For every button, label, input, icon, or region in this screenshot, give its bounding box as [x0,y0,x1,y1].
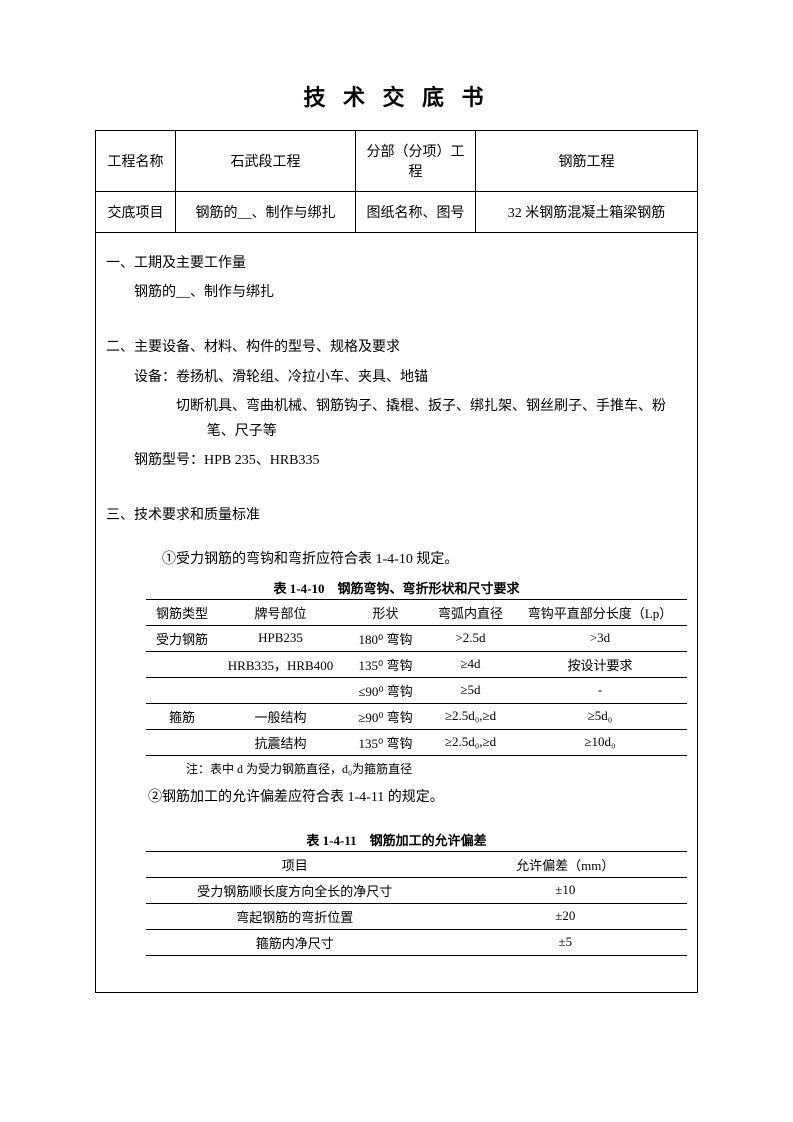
table1-note: 注：表中 d 为受力钢筋直径，d₀为箍筋直径 [186,760,687,777]
section2-title: 二、主要设备、材料、构件的型号、规格及要求 [106,335,687,360]
document-title: 技 术 交 底 书 [95,80,698,112]
header-table: 工程名称 石武段工程 分部（分项）工程 钢筋工程 交底项目 钢筋的__、制作与绑… [95,130,698,233]
t1-r0c3: >2.5d [428,625,513,651]
hdr-val-project-name: 石武段工程 [176,131,356,192]
hdr-label-item: 交底项目 [96,192,176,233]
section3-item2: ②钢筋加工的允许偏差应符合表 1-4-11 的规定。 [106,785,687,810]
t2-h1: 允许偏差（mm） [444,851,687,877]
t1-r2c1 [218,677,343,703]
table2: 项目 允许偏差（mm） 受力钢筋顺长度方向全长的净尺寸 ±10 弯起钢筋的弯折位… [146,851,687,956]
t2-r2c0: 箍筋内净尺寸 [146,929,444,955]
t1-h0: 钢筋类型 [146,599,218,625]
t1-h4: 弯钩平直部分长度（Lp） [513,599,687,625]
t1-r1c3: ≥4d [428,651,513,677]
t2-r2c1: ±5 [444,929,687,955]
hdr-label-drawing: 图纸名称、图号 [356,192,476,233]
t1-r1c4: 按设计要求 [513,651,687,677]
t1-h3: 弯弧内直径 [428,599,513,625]
t1-r2c3: ≥5d [428,677,513,703]
hdr-val-drawing: 32 米钢筋混凝土箱梁钢筋 [476,192,698,233]
t1-r0c4: >3d [513,625,687,651]
t1-r4c3: ≥2.5d₀,≥d [428,729,513,755]
t2-r0c1: ±10 [444,877,687,903]
section3-title: 三、技术要求和质量标准 [106,503,687,528]
hdr-label-project-name: 工程名称 [96,131,176,192]
hdr-val-subproject: 钢筋工程 [476,131,698,192]
t1-r2c2: ≤90⁰ 弯钩 [343,677,428,703]
t1-r0c0: 受力钢筋 [146,625,218,651]
table1-caption: 表 1-4-10 钢筋弯钩、弯折形状和尺寸要求 [106,578,687,597]
t1-r4c2: 135⁰ 弯钩 [343,729,428,755]
section3-item1: ①受力钢筋的弯钩和弯折应符合表 1-4-10 规定。 [106,547,687,572]
t1-h1: 牌号部位 [218,599,343,625]
section2-line2: 切断机具、弯曲机械、钢筋钩子、撬棍、扳子、绑扎架、钢丝刷子、手推车、粉笔、尺子等 [134,394,687,444]
t1-r2c4: - [513,677,687,703]
section1-line1: 钢筋的__、制作与绑扎 [106,280,687,305]
table1: 钢筋类型 牌号部位 形状 弯弧内直径 弯钩平直部分长度（Lp） 受力钢筋 HPB… [146,599,687,756]
t1-r3c1: 一般结构 [218,703,343,729]
t1-r2c0 [146,677,218,703]
t1-r1c2: 135⁰ 弯钩 [343,651,428,677]
t1-r3c0: 箍筋 [146,703,218,729]
t2-r1c1: ±20 [444,903,687,929]
t1-r4c4: ≥10d₀ [513,729,687,755]
t2-r1c0: 弯起钢筋的弯折位置 [146,903,444,929]
t1-r1c1: HRB335，HRB400 [218,651,343,677]
hdr-label-subproject: 分部（分项）工程 [356,131,476,192]
t1-r3c4: ≥5d₀ [513,703,687,729]
t1-r0c1: HPB235 [218,625,343,651]
section2-line3: 钢筋型号：HPB 235、HRB335 [106,448,687,473]
hdr-val-item: 钢筋的__、制作与绑扎 [176,192,356,233]
t1-r0c2: 180⁰ 弯钩 [343,625,428,651]
t2-r0c0: 受力钢筋顺长度方向全长的净尺寸 [146,877,444,903]
section1-title: 一、工期及主要工作量 [106,251,687,276]
t1-h2: 形状 [343,599,428,625]
t1-r4c0 [146,729,218,755]
t1-r3c2: ≥90⁰ 弯钩 [343,703,428,729]
t2-h0: 项目 [146,851,444,877]
content-box: 一、工期及主要工作量 钢筋的__、制作与绑扎 二、主要设备、材料、构件的型号、规… [95,233,698,993]
t1-r4c1: 抗震结构 [218,729,343,755]
t1-r3c3: ≥2.5d₀,≥d [428,703,513,729]
section2-line1: 设备：卷扬机、滑轮组、冷拉小车、夹具、地锚 [106,365,687,390]
table2-caption: 表 1-4-11 钢筋加工的允许偏差 [106,830,687,849]
t1-r1c0 [146,651,218,677]
